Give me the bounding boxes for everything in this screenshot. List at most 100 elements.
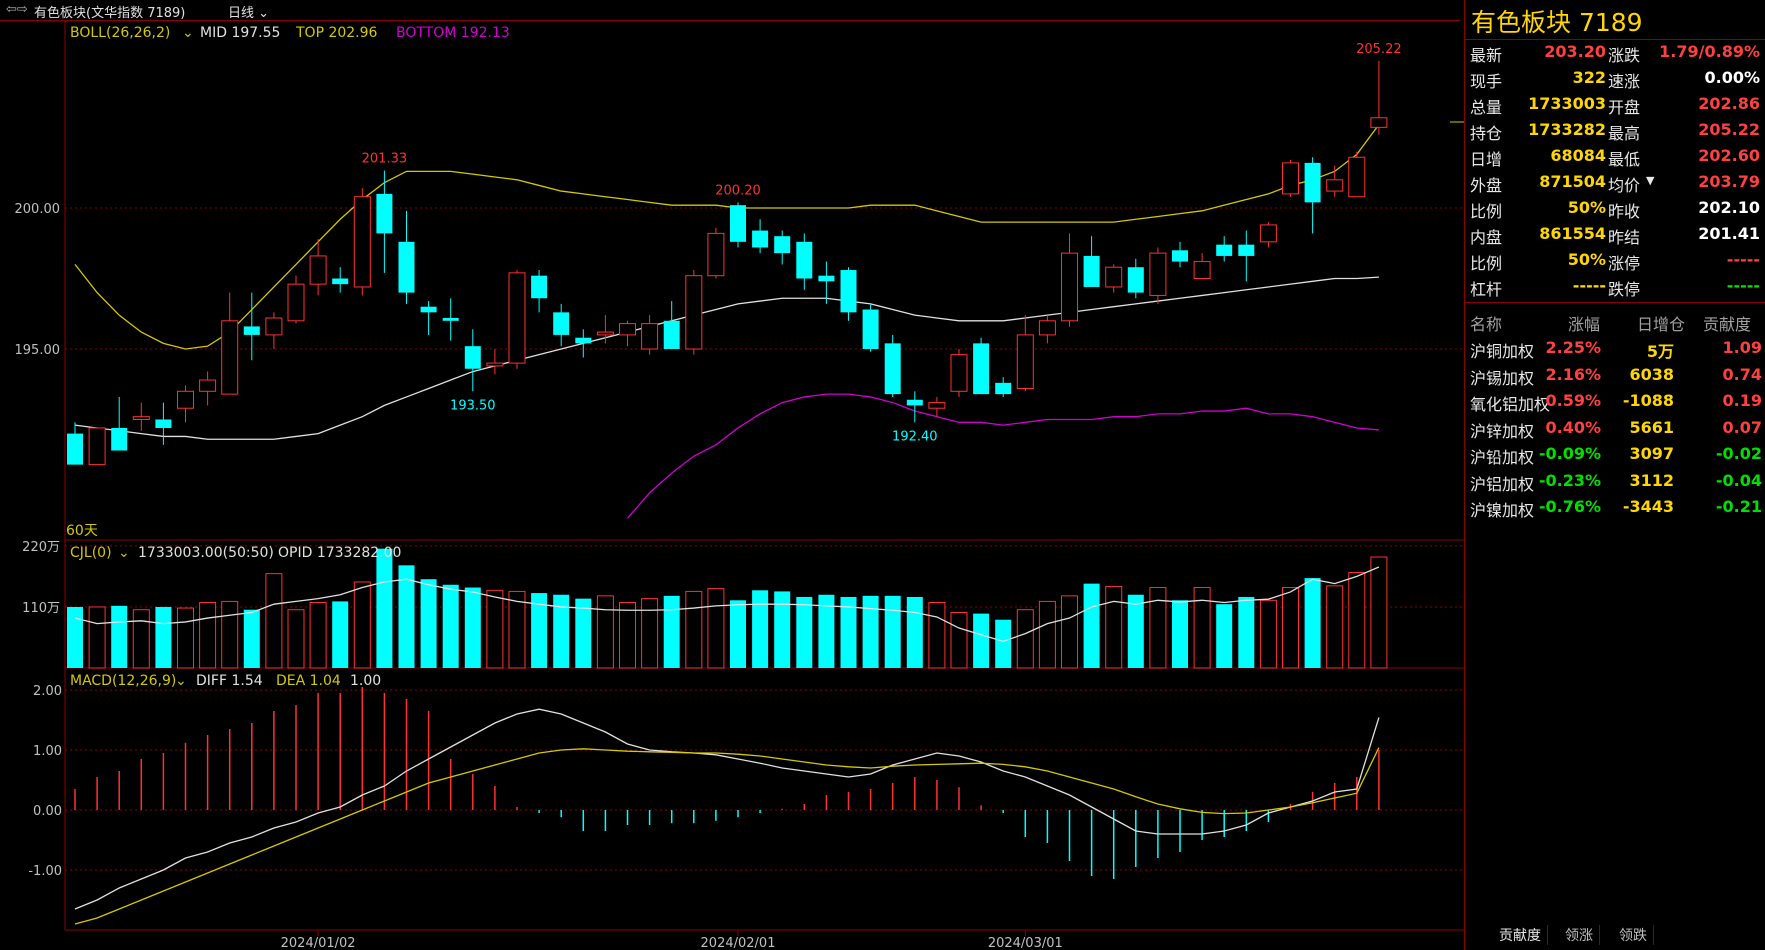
chevron-down-icon: ⌄ — [254, 6, 270, 21]
quote-value: 202.86 — [1698, 94, 1760, 113]
table-cell: -0.09% — [1538, 444, 1601, 463]
quote-label: 涨停 — [1608, 254, 1641, 273]
table-row[interactable]: 沪镍加权 -0.76% -3443 -0.21 — [1465, 497, 1765, 521]
candle-down — [1172, 250, 1188, 262]
kline-chart-area[interactable]: 200.00 195.00 220万 110万 2.00 1.00 0.00 -1.00 20… — [0, 0, 1464, 950]
instrument-title: 有色板块(文华指数 7189) — [34, 6, 186, 21]
candle-down — [67, 433, 83, 465]
volume-bar-up — [1282, 587, 1299, 669]
back-forward-icon[interactable]: ⇦⇨ — [6, 2, 28, 17]
candle-up — [309, 255, 327, 285]
volume-bar-up — [1016, 609, 1034, 669]
quote-label: 日增 — [1470, 150, 1503, 169]
tab-0[interactable]: 贡献度 — [1493, 925, 1548, 945]
volume-bar-up — [199, 602, 217, 669]
diff-value: DIFF 1.54 — [196, 673, 263, 689]
candlesticks[interactable] — [67, 60, 1388, 466]
quote-label: 开盘 — [1608, 98, 1641, 117]
candle-down — [420, 306, 437, 313]
title-bar: ⇦⇨ 有色板块(文华指数 7189) 日线 ⌄ — [0, 0, 1460, 21]
volume-bar-down — [553, 594, 570, 668]
volume-bar-down — [730, 600, 746, 668]
table-cell: -3443 — [1622, 497, 1674, 516]
candle-up — [199, 379, 217, 392]
cjl-indicator-label[interactable]: CJL(0) — [70, 545, 112, 561]
candle-down — [752, 230, 769, 248]
price-annotations: 201.33 200.20 193.50 192.40 205.22 — [362, 42, 1402, 445]
y-tick-label: 110万 — [22, 601, 60, 616]
table-row[interactable]: 沪锡加权 2.16% 6038 0.74 — [1465, 365, 1765, 389]
quote-value: 1.79/0.89% — [1659, 42, 1760, 61]
table-row[interactable]: 氧化铝加权 0.59% -1088 0.19 — [1465, 391, 1765, 415]
volume-bar-up — [88, 606, 106, 669]
table-cell: -0.21 — [1715, 497, 1762, 516]
candle-down — [553, 312, 570, 335]
dea-line — [74, 747, 1380, 925]
table-cell: 2.25% — [1545, 338, 1601, 357]
candle-up — [88, 427, 106, 466]
table-header[interactable]: 日增仓 — [1637, 315, 1686, 334]
volume-bar-down — [398, 565, 415, 668]
candle-down — [1304, 162, 1321, 203]
volume-bar-up — [641, 598, 659, 669]
volume-bar-down — [973, 613, 990, 668]
candle-up — [1038, 320, 1056, 336]
candle-down — [575, 337, 592, 344]
table-cell: 沪镍加权 — [1470, 501, 1535, 520]
date-label: 2024/01/02 — [281, 936, 356, 950]
table-cell: -0.76% — [1538, 497, 1601, 516]
candle-up — [928, 402, 946, 409]
y-tick-label: 2.00 — [33, 684, 62, 699]
table-row[interactable]: 沪铝加权 -0.23% 3112 -0.04 — [1465, 471, 1765, 495]
candle-up — [1348, 156, 1366, 198]
quote-label[interactable]: 均价 — [1608, 176, 1641, 195]
tab-2[interactable]: 领跌 — [1613, 925, 1654, 945]
tab-1[interactable]: 领涨 — [1559, 925, 1600, 945]
table-cell: 0.59% — [1545, 391, 1601, 410]
date-label: 2024/02/01 — [701, 936, 776, 950]
divider — [1465, 39, 1765, 40]
quote-label: 昨结 — [1608, 228, 1641, 247]
volume-bar-up — [221, 600, 239, 669]
volume-bar-down — [752, 590, 769, 668]
quote-label: 涨跌 — [1608, 46, 1641, 65]
candle-up — [1370, 117, 1388, 128]
table-header[interactable]: 名称 — [1470, 315, 1503, 334]
candle-up — [1105, 266, 1123, 288]
table-cell: 沪铜加权 — [1470, 342, 1535, 361]
candle-up — [287, 283, 305, 322]
macd-histogram[interactable] — [74, 687, 1380, 879]
chevron-down-icon[interactable]: ⌄ — [118, 545, 130, 561]
boll-bottom-value: BOTTOM 192.13 — [396, 25, 510, 41]
volume-bar-up — [353, 581, 371, 669]
candle-down — [1216, 244, 1233, 256]
table-cell: 沪铝加权 — [1470, 474, 1535, 494]
chevron-down-icon[interactable]: ⌄ — [182, 25, 194, 41]
y-axis-labels: 200.00 195.00 220万 110万 2.00 1.00 0.00 -1.00 — [15, 202, 63, 879]
candle-up — [1326, 179, 1344, 192]
volume-bar-up — [265, 573, 283, 669]
table-cell: 3112 — [1629, 470, 1674, 490]
macd-indicator-label[interactable]: MACD(12,26,9) — [70, 673, 176, 689]
caret-down-icon[interactable]: ▼ — [1646, 174, 1655, 187]
quote-value: 50% — [1567, 198, 1606, 217]
table-header[interactable]: 贡献度 — [1703, 315, 1752, 334]
volume-bar-down — [332, 601, 349, 668]
volume-bars[interactable] — [67, 548, 1388, 669]
volume-bar-up — [309, 602, 327, 669]
boll-indicator-label[interactable]: BOLL(26,26,2) — [70, 25, 170, 41]
period-selector[interactable]: 日线 ⌄ — [228, 2, 269, 21]
table-header[interactable]: 涨幅 — [1568, 315, 1601, 334]
quote-label: 昨收 — [1608, 202, 1641, 221]
volume-bar-up — [707, 588, 725, 669]
table-row[interactable]: 沪铜加权 2.25% 5万 1.09 — [1465, 338, 1765, 362]
candle-down — [840, 270, 857, 313]
diff-line — [74, 708, 1380, 910]
table-row[interactable]: 沪锌加权 0.40% 5661 0.07 — [1465, 418, 1765, 442]
quote-value: 203.79 — [1698, 172, 1760, 191]
quote-value: 205.22 — [1698, 120, 1760, 139]
chevron-down-icon[interactable]: ⌄ — [175, 673, 187, 689]
table-row[interactable]: 沪铅加权 -0.09% 3097 -0.02 — [1465, 444, 1765, 468]
volume-bar-up — [177, 607, 194, 669]
quote-value: 50% — [1567, 250, 1606, 269]
